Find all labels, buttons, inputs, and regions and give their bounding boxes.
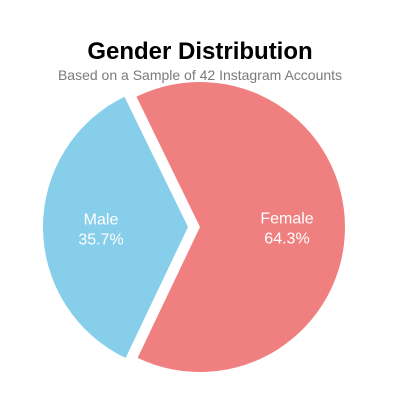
slice-label-male: Male: [84, 211, 119, 228]
pie-slice-female: [136, 81, 346, 372]
slice-label-female: Female: [260, 211, 313, 228]
slice-value-female: 64.3%: [264, 231, 309, 248]
pie-slice-male: [43, 96, 189, 358]
chart-subtitle: Based on a Sample of 42 Instagram Accoun…: [57, 67, 343, 83]
chart-title: Gender Distribution: [87, 38, 313, 65]
slice-value-male: 35.7%: [78, 231, 123, 248]
